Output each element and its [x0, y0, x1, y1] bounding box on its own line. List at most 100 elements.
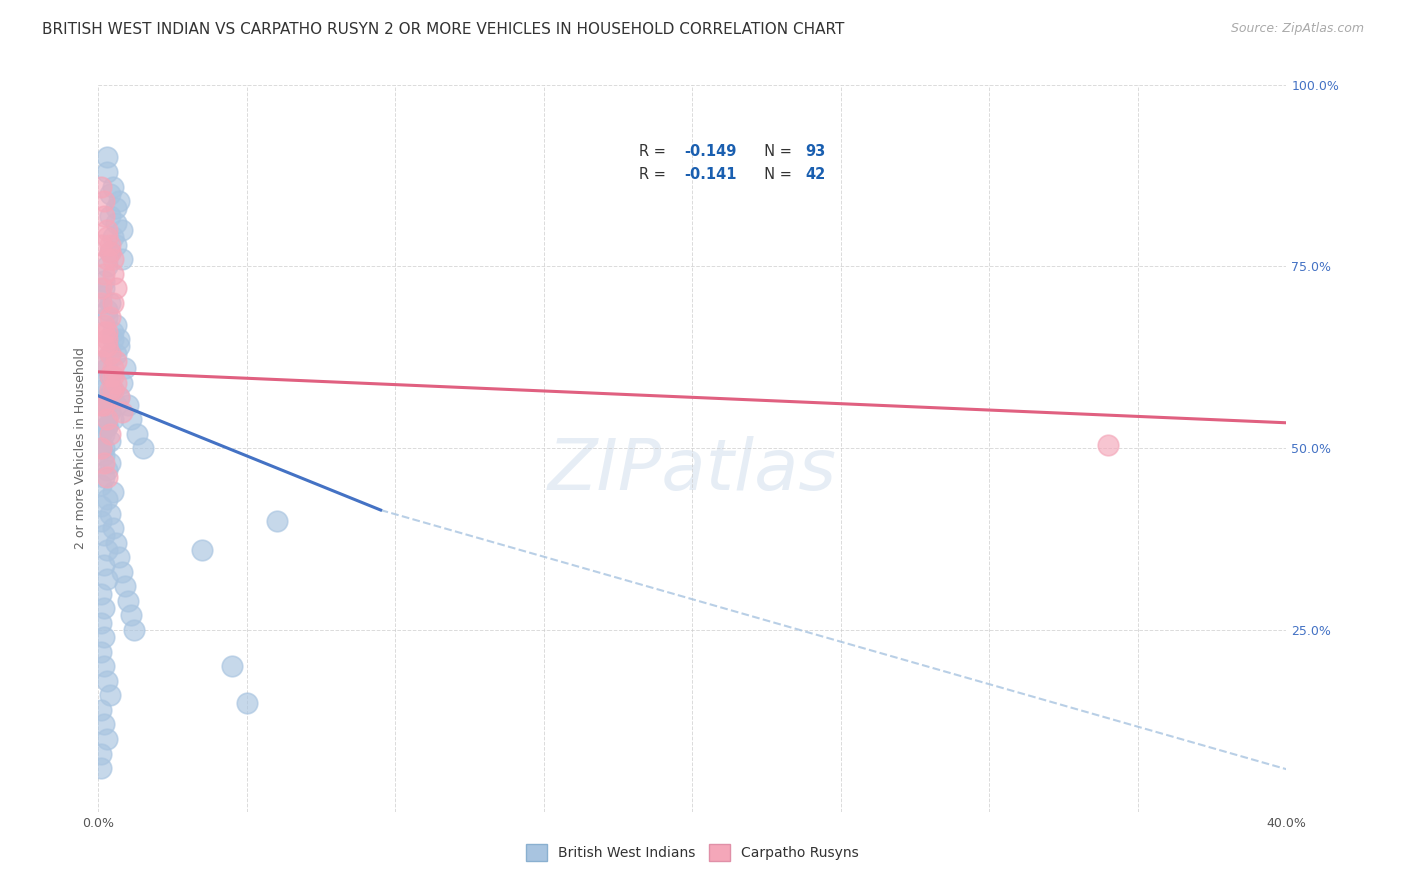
- Point: [98, 237, 121, 252]
- Point: [90, 383, 112, 397]
- Point: [90, 237, 112, 252]
- Point: [111, 376, 134, 390]
- Point: [117, 594, 139, 608]
- Point: [103, 179, 125, 194]
- Point: [93, 354, 115, 368]
- Point: [117, 398, 139, 412]
- Point: [96, 398, 118, 412]
- Text: ZIPatlas: ZIPatlas: [548, 435, 837, 505]
- Point: [105, 398, 128, 412]
- Point: [111, 252, 134, 267]
- Point: [96, 361, 118, 376]
- Point: [90, 703, 112, 717]
- Point: [98, 383, 121, 397]
- Point: [90, 281, 112, 295]
- Point: [96, 543, 118, 558]
- Point: [103, 361, 125, 376]
- Point: [105, 216, 128, 230]
- Point: [93, 717, 115, 731]
- Point: [93, 194, 115, 208]
- Point: [108, 550, 131, 565]
- Point: [120, 412, 142, 426]
- Point: [93, 281, 115, 295]
- Point: [90, 426, 112, 441]
- Point: [96, 223, 118, 237]
- Point: [98, 405, 121, 419]
- Point: [98, 244, 121, 259]
- Point: [236, 696, 259, 710]
- Point: [93, 318, 115, 332]
- Point: [90, 354, 112, 368]
- Legend: British West Indians, Carpatho Rusyns: British West Indians, Carpatho Rusyns: [520, 838, 865, 866]
- Point: [108, 390, 131, 404]
- Point: [93, 209, 115, 223]
- Point: [96, 339, 118, 353]
- Point: [93, 442, 115, 455]
- Text: -0.141: -0.141: [685, 167, 737, 182]
- Point: [90, 747, 112, 761]
- Point: [96, 252, 118, 267]
- Point: [96, 303, 118, 318]
- Point: [90, 477, 112, 491]
- Point: [108, 339, 131, 353]
- Point: [103, 383, 125, 397]
- Point: [93, 601, 115, 615]
- Point: [98, 456, 121, 470]
- Point: [98, 296, 121, 310]
- Point: [103, 383, 125, 397]
- Point: [98, 426, 121, 441]
- Point: [96, 419, 118, 434]
- Point: [90, 615, 112, 630]
- Point: [105, 318, 128, 332]
- Point: [96, 150, 118, 164]
- Point: [266, 514, 288, 528]
- Point: [90, 587, 112, 601]
- Point: [105, 237, 128, 252]
- Text: N =: N =: [755, 167, 796, 182]
- Point: [90, 761, 112, 775]
- Point: [93, 449, 115, 463]
- Point: [103, 521, 125, 535]
- Point: [98, 186, 121, 201]
- Point: [96, 419, 118, 434]
- Point: [93, 339, 115, 353]
- Point: [98, 507, 121, 521]
- Point: [120, 608, 142, 623]
- Point: [98, 310, 121, 325]
- Point: [93, 376, 115, 390]
- Point: [98, 347, 121, 361]
- Point: [96, 165, 118, 179]
- Point: [90, 296, 112, 310]
- Point: [103, 325, 125, 339]
- Text: N =: N =: [755, 144, 796, 159]
- Point: [103, 230, 125, 244]
- Point: [96, 572, 118, 586]
- Point: [103, 412, 125, 426]
- Point: [108, 390, 131, 404]
- Point: [111, 405, 134, 419]
- Point: [93, 630, 115, 644]
- Point: [90, 442, 112, 455]
- Text: BRITISH WEST INDIAN VS CARPATHO RUSYN 2 OR MORE VEHICLES IN HOUSEHOLD CORRELATIO: BRITISH WEST INDIAN VS CARPATHO RUSYN 2 …: [42, 22, 845, 37]
- Point: [103, 296, 125, 310]
- Text: Source: ZipAtlas.com: Source: ZipAtlas.com: [1230, 22, 1364, 36]
- Point: [90, 645, 112, 659]
- Point: [93, 659, 115, 673]
- Point: [103, 252, 125, 267]
- Point: [90, 442, 112, 455]
- Point: [98, 368, 121, 383]
- Point: [96, 260, 118, 274]
- Point: [90, 514, 112, 528]
- Text: R =: R =: [640, 167, 671, 182]
- Point: [96, 325, 118, 339]
- Point: [93, 558, 115, 572]
- Point: [93, 398, 115, 412]
- Text: 42: 42: [806, 167, 825, 182]
- Point: [105, 376, 128, 390]
- Point: [111, 223, 134, 237]
- Point: [132, 442, 155, 455]
- Point: [96, 463, 118, 477]
- Point: [93, 267, 115, 281]
- Point: [93, 274, 115, 288]
- Text: 93: 93: [806, 144, 825, 159]
